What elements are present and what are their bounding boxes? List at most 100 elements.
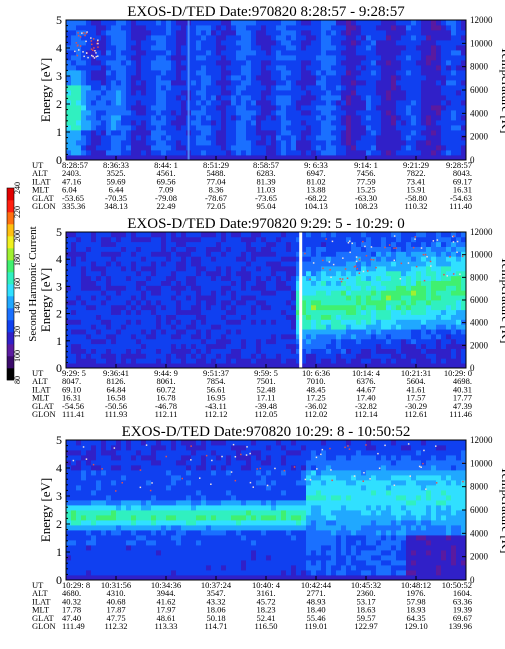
heatmap-cell xyxy=(191,304,197,311)
heatmap-cell xyxy=(96,105,102,111)
heatmap-cell xyxy=(146,290,152,296)
heatmap-cell xyxy=(141,20,147,26)
heatmap-cell xyxy=(221,319,227,325)
heatmap-cell xyxy=(386,95,392,101)
heatmap-cell xyxy=(251,40,257,46)
heatmap-cell xyxy=(231,55,237,61)
table-cell: 7854. xyxy=(206,376,225,386)
heatmap-cell xyxy=(436,40,442,46)
heatmap-cell xyxy=(326,324,332,330)
heatmap-cell xyxy=(441,348,447,354)
heatmap-cell xyxy=(86,275,92,281)
heatmap-cell xyxy=(266,338,272,345)
heatmap-cell xyxy=(71,280,77,286)
heatmap-cell xyxy=(326,120,332,126)
noise-speckle xyxy=(86,31,88,33)
heatmap-cell xyxy=(366,275,372,281)
heatmap-cell xyxy=(346,105,352,111)
heatmap-cell xyxy=(256,135,262,141)
heatmap-cell xyxy=(351,135,357,141)
heatmap-cell xyxy=(236,95,242,101)
heatmap-cell xyxy=(306,70,312,76)
heatmap-cell xyxy=(191,324,197,330)
heatmap-cell xyxy=(231,75,237,81)
heatmap-cell xyxy=(196,295,202,301)
noise-speckle xyxy=(91,54,93,57)
table-cell: 16.31 xyxy=(62,393,81,403)
heatmap-cell xyxy=(391,85,397,91)
heatmap-cell xyxy=(426,100,432,106)
heatmap-cell xyxy=(191,90,197,96)
heatmap-cell xyxy=(201,145,207,151)
heatmap-cell xyxy=(366,120,372,126)
heatmap-cell xyxy=(76,295,82,301)
heatmap-cell xyxy=(176,20,182,26)
heatmap-cell xyxy=(166,85,172,91)
heatmap-cell xyxy=(306,280,312,286)
heatmap-cell xyxy=(166,105,172,111)
heatmap-cell xyxy=(341,50,347,56)
heatmap-cell xyxy=(276,329,282,335)
heatmap-cell xyxy=(206,145,212,151)
heatmap-cell xyxy=(81,480,87,486)
table-cell: 73.41 xyxy=(406,176,425,186)
heatmap-cell xyxy=(436,115,442,121)
heatmap-cell xyxy=(66,25,72,31)
heatmap-cell xyxy=(306,95,312,101)
heatmap-cell xyxy=(81,465,87,471)
heatmap-cell xyxy=(191,300,197,306)
heatmap-cell xyxy=(111,285,117,291)
heatmap-cell xyxy=(311,348,317,354)
heatmap-cell xyxy=(276,145,282,151)
heatmap-cell xyxy=(446,285,452,291)
heatmap-cell xyxy=(331,251,337,257)
heatmap-cell xyxy=(401,105,407,111)
heatmap-cell xyxy=(421,236,427,243)
heatmap-cell xyxy=(231,150,237,156)
heatmap-cell xyxy=(351,256,357,262)
heatmap-cell xyxy=(91,266,97,272)
heatmap-cell xyxy=(101,25,107,31)
table-cell: 6283. xyxy=(256,168,275,178)
heatmap-cell xyxy=(441,105,447,111)
heatmap-cell xyxy=(191,25,197,31)
heatmap-cell xyxy=(106,75,112,81)
heatmap-cell xyxy=(296,45,302,51)
heatmap-cell xyxy=(161,45,167,51)
heatmap-cell xyxy=(301,45,307,51)
table-cell: 69.17 xyxy=(453,176,472,186)
heatmap-cell xyxy=(66,110,72,116)
heatmap-cell xyxy=(111,45,117,51)
heatmap-cell xyxy=(76,105,82,111)
heatmap-cell xyxy=(116,120,122,126)
heatmap-cell xyxy=(256,304,262,311)
heatmap-cell xyxy=(441,130,447,136)
heatmap-cell xyxy=(461,290,467,296)
heatmap-cell xyxy=(146,45,152,51)
heatmap-cell xyxy=(236,35,242,41)
heatmap-cell xyxy=(261,300,267,306)
heatmap-cell xyxy=(441,90,447,96)
heatmap-cell xyxy=(246,266,252,272)
heatmap-cell xyxy=(281,343,287,349)
heatmap-cell xyxy=(326,45,332,51)
heatmap-cell xyxy=(341,241,347,247)
table-cell: 17.11 xyxy=(257,393,276,403)
heatmap-cell xyxy=(186,363,192,369)
noise-speckle xyxy=(77,34,80,37)
heatmap-cell xyxy=(191,343,197,349)
heatmap-cell xyxy=(341,324,347,330)
heatmap-cell xyxy=(181,145,187,151)
heatmap-cell xyxy=(356,65,362,71)
heatmap-cell xyxy=(126,125,132,131)
heatmap-cell xyxy=(281,314,287,320)
heatmap-cell xyxy=(76,510,82,516)
heatmap-cell xyxy=(336,343,342,349)
heatmap-cell xyxy=(316,270,322,277)
heatmap-cell xyxy=(191,295,197,301)
heatmap-cell xyxy=(386,45,392,51)
heatmap-cell xyxy=(286,80,292,86)
heatmap-cell xyxy=(306,324,312,330)
heatmap-cell xyxy=(66,314,72,320)
heatmap-cell xyxy=(101,280,107,286)
